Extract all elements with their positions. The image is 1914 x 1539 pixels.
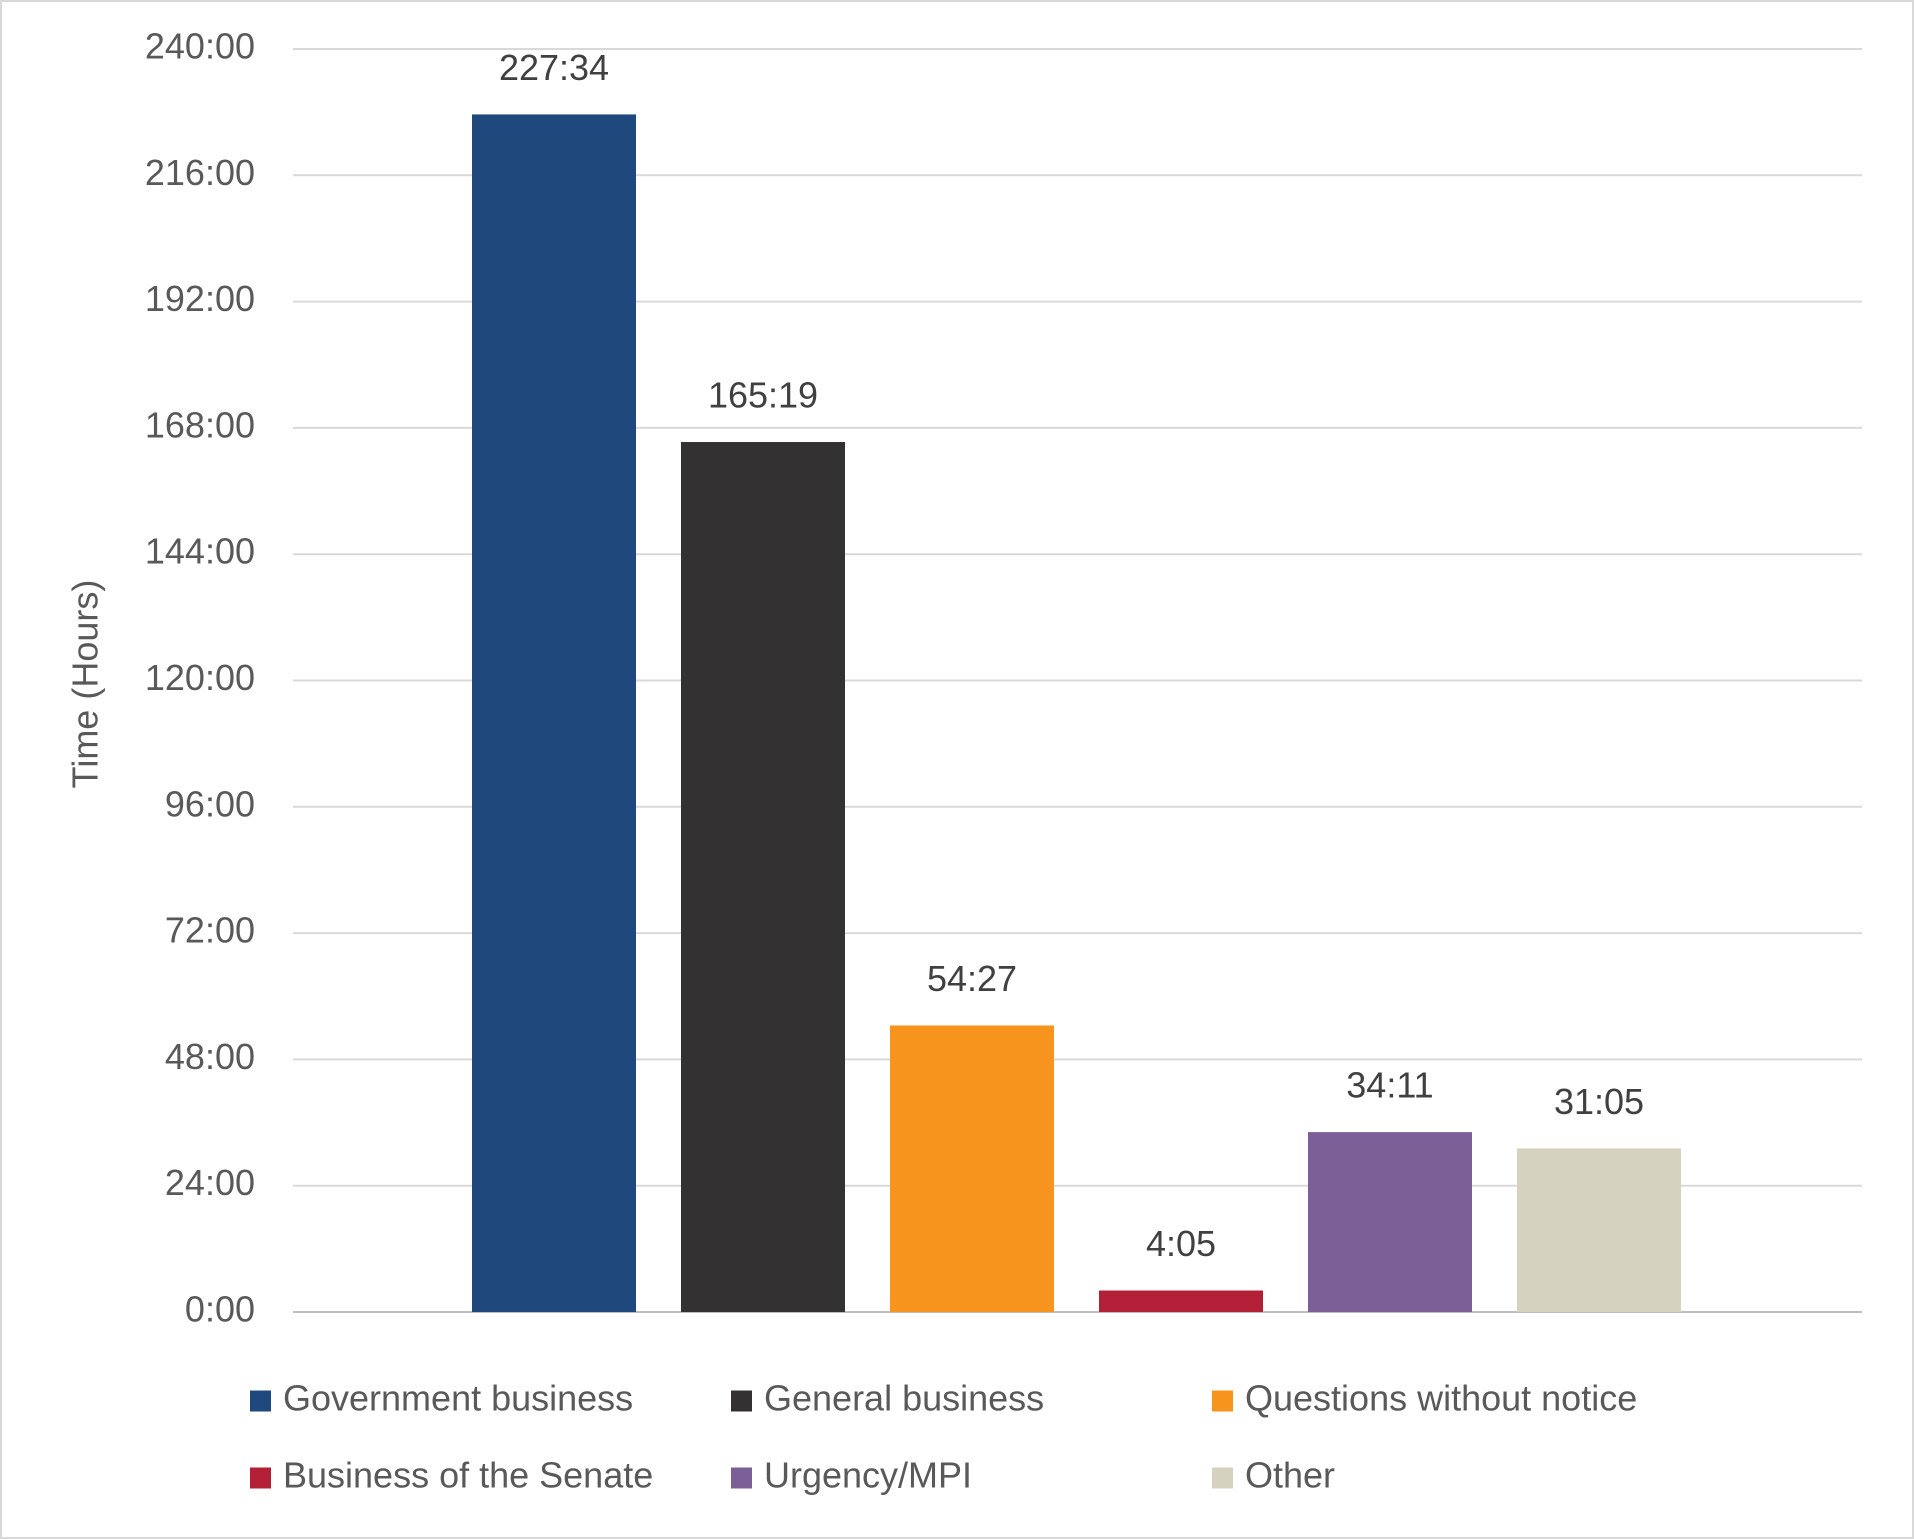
legend-swatch bbox=[731, 1390, 752, 1412]
legend-label: Other bbox=[1245, 1455, 1335, 1496]
legend-swatch bbox=[731, 1467, 752, 1489]
bar bbox=[1517, 1148, 1681, 1312]
bar bbox=[681, 442, 845, 1313]
y-tick-label: 216:00 bbox=[145, 152, 255, 193]
data-label: 4:05 bbox=[1146, 1223, 1216, 1264]
data-label: 31:05 bbox=[1554, 1081, 1644, 1122]
legend-swatch bbox=[1212, 1467, 1233, 1489]
legend-swatch bbox=[250, 1467, 271, 1489]
legend-label: Urgency/MPI bbox=[764, 1455, 972, 1496]
y-tick-label: 96:00 bbox=[165, 783, 255, 824]
bar bbox=[472, 114, 636, 1312]
y-tick-label: 120:00 bbox=[145, 657, 255, 698]
legend-label: Government business bbox=[283, 1378, 633, 1419]
y-tick-label: 72:00 bbox=[165, 910, 255, 951]
y-tick-label: 0:00 bbox=[185, 1289, 255, 1330]
legend-swatch bbox=[1212, 1390, 1233, 1412]
data-label: 34:11 bbox=[1346, 1065, 1433, 1106]
data-label: 227:34 bbox=[499, 47, 609, 88]
y-tick-label: 192:00 bbox=[145, 278, 255, 319]
legend-swatch bbox=[250, 1390, 271, 1412]
y-tick-label: 24:00 bbox=[165, 1162, 255, 1203]
bar bbox=[890, 1025, 1054, 1312]
y-axis-title: Time (Hours) bbox=[65, 580, 106, 789]
data-label: 165:19 bbox=[708, 375, 818, 416]
y-tick-label: 168:00 bbox=[145, 404, 255, 445]
legend-label: Questions without notice bbox=[1245, 1378, 1637, 1419]
y-tick-label: 144:00 bbox=[145, 531, 255, 572]
legend-label: Business of the Senate bbox=[283, 1455, 653, 1496]
y-tick-label: 240:00 bbox=[145, 26, 255, 67]
data-label: 54:27 bbox=[927, 958, 1017, 999]
legend-label: General business bbox=[764, 1378, 1044, 1419]
bar bbox=[1099, 1290, 1263, 1312]
bar bbox=[1308, 1132, 1472, 1312]
y-tick-label: 48:00 bbox=[165, 1036, 255, 1077]
